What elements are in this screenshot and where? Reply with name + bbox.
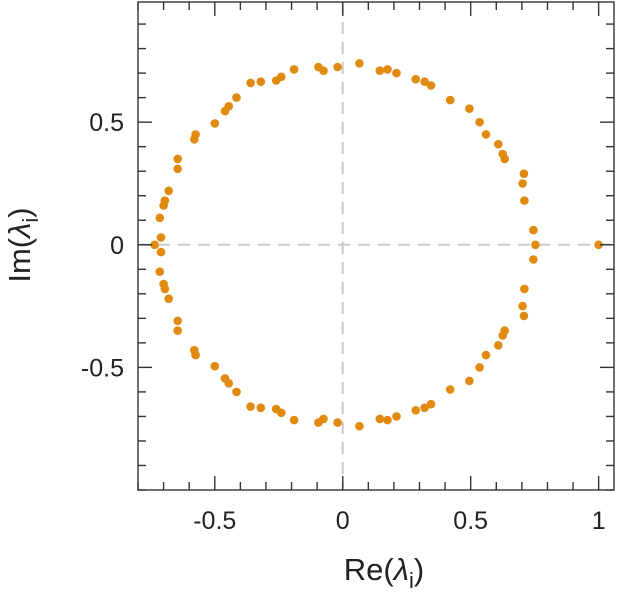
eigenvalue-point	[164, 186, 173, 196]
eigenvalue-point	[465, 104, 474, 113]
eigenvalue-point	[314, 62, 323, 72]
eigenvalue-point	[392, 412, 401, 421]
eigenvalue-point	[445, 385, 455, 394]
eigenvalue-point	[210, 361, 220, 371]
eigenvalue-point	[411, 74, 421, 84]
eigenvalue-point	[232, 387, 241, 397]
eigenvalue-point	[494, 139, 503, 149]
x-tick-label: 1	[592, 507, 606, 535]
eigenvalue-point	[375, 414, 385, 424]
eigenvalue-point	[519, 169, 529, 178]
eigenvalue-point	[256, 403, 266, 413]
eigenvalue-point	[271, 404, 281, 414]
eigenvalue-point	[520, 196, 529, 205]
eigenvalue-point	[411, 406, 421, 415]
y-tick-label: 0.5	[89, 109, 124, 137]
y-tick-label: -0.5	[81, 354, 124, 382]
reference-lines	[138, 2, 614, 490]
eigenvalue-point	[475, 363, 484, 372]
eigenvalue-point	[156, 233, 166, 242]
eigenvalue-point	[289, 65, 299, 74]
eigenvalue-point	[481, 350, 491, 360]
eigenvalue-point	[150, 240, 159, 250]
y-axis-label: Im(λi)	[2, 207, 43, 282]
eigenvalue-point	[155, 267, 165, 277]
eigenvalue-point	[164, 294, 173, 304]
eigenvalue-point	[531, 240, 540, 250]
eigenvalue-point	[475, 117, 484, 127]
eigenvalue-point	[383, 415, 392, 425]
eigenvalue-point	[426, 81, 436, 90]
eigenvalue-point	[465, 376, 474, 386]
eigenvalue-point	[481, 130, 491, 139]
eigenvalue-point	[375, 66, 385, 75]
eigenvalue-point	[210, 119, 220, 128]
y-tick-label: 0	[110, 232, 124, 260]
eigenvalue-point	[383, 65, 392, 74]
x-axis-label: Re(λi)	[344, 552, 424, 593]
x-tick-label: -0.5	[193, 507, 236, 535]
eigenvalue-point	[494, 341, 503, 350]
eigenvalue-point	[232, 93, 241, 102]
eigenvalue-point	[426, 399, 436, 409]
eigenvalue-point	[420, 403, 429, 413]
eigenvalue-point	[518, 179, 527, 188]
tick-labels: -0.5 0 0.5 1 0.5 0 -0.5	[81, 109, 606, 535]
eigenvalue-point	[156, 247, 166, 257]
eigenvalue-point	[594, 240, 603, 250]
eigenvalue-point	[190, 135, 199, 144]
eigenvalue-point	[392, 68, 401, 78]
eigenvalue-point	[355, 421, 364, 431]
eigenvalue-point	[520, 284, 529, 294]
eigenvalue-point	[333, 62, 342, 72]
eigenvalue-point	[155, 213, 165, 223]
eigenvalue-point	[355, 59, 364, 68]
eigenvalue-point	[314, 418, 323, 427]
eigenvalue-point	[159, 201, 168, 210]
eigenvalue-point	[519, 311, 529, 321]
eigenvalue-point	[173, 164, 182, 174]
x-tick-label: 0.5	[453, 507, 488, 535]
eigenvalue-point	[246, 402, 255, 411]
eigenvalue-point	[529, 225, 538, 235]
eigenvalue-point	[220, 106, 230, 116]
eigenvalue-point	[246, 78, 255, 88]
eigenvalue-point	[173, 326, 182, 335]
eigenvalue-point	[173, 316, 182, 326]
eigenvalue-point	[271, 76, 281, 85]
eigenvalue-point	[256, 77, 266, 86]
eigenvalue-point	[420, 77, 429, 86]
eigenvalue-point	[529, 255, 538, 264]
eigenvalue-point	[173, 154, 182, 164]
plot-frame	[137, 1, 615, 491]
eigenvalue-point	[190, 345, 199, 355]
eigenvalue-point	[159, 279, 168, 289]
data-points	[150, 59, 603, 431]
eigenvalue-point	[498, 331, 508, 340]
eigenvalue-point	[518, 301, 527, 311]
eigenvalue-point	[289, 415, 299, 425]
eigenvalue-point	[498, 149, 508, 159]
eigenvalue-point	[445, 95, 455, 105]
axes	[137, 1, 615, 491]
eigenvalue-point	[220, 374, 230, 383]
x-tick-label: 0	[336, 507, 350, 535]
eigenvalue-point	[333, 418, 342, 427]
